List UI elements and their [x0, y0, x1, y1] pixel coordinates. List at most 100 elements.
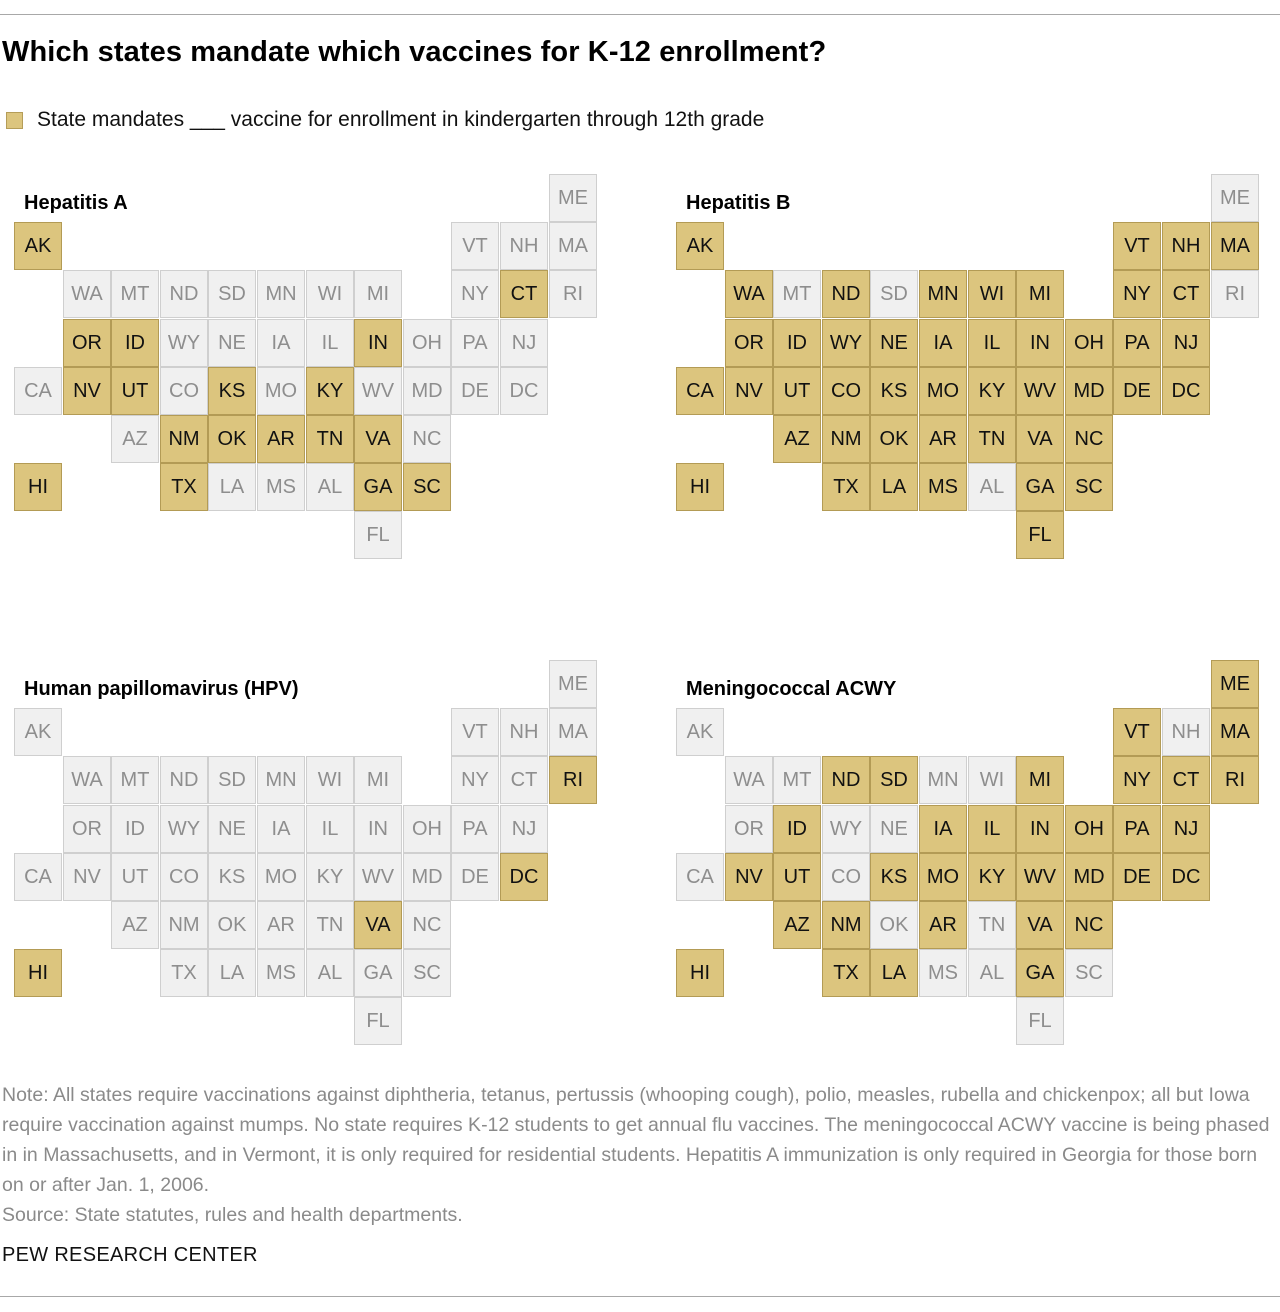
state-tile-va: VA	[1016, 415, 1064, 463]
state-tile-fl: FL	[1016, 997, 1064, 1045]
state-tile-mi: MI	[1016, 756, 1064, 804]
chart-title: Which states mandate which vaccines for …	[2, 36, 827, 68]
state-tile-pa: PA	[451, 805, 499, 853]
state-tile-mt: MT	[773, 756, 821, 804]
state-tile-sd: SD	[208, 756, 256, 804]
state-tile-mo: MO	[257, 853, 305, 901]
state-tile-ok: OK	[870, 901, 918, 949]
state-tile-or: OR	[725, 805, 773, 853]
state-tile-la: LA	[870, 949, 918, 997]
state-tile-ms: MS	[257, 463, 305, 511]
state-tile-ok: OK	[870, 415, 918, 463]
state-tile-ri: RI	[1211, 756, 1259, 804]
state-tile-vt: VT	[1113, 708, 1161, 756]
state-tile-nv: NV	[63, 367, 111, 415]
state-tile-ma: MA	[549, 708, 597, 756]
state-tile-mn: MN	[257, 756, 305, 804]
state-tile-tx: TX	[822, 949, 870, 997]
state-tile-wv: WV	[1016, 853, 1064, 901]
state-tile-nv: NV	[63, 853, 111, 901]
state-tile-oh: OH	[403, 319, 451, 367]
state-tile-wy: WY	[822, 319, 870, 367]
state-tile-nv: NV	[725, 853, 773, 901]
state-tile-ut: UT	[773, 853, 821, 901]
state-tile-de: DE	[451, 367, 499, 415]
state-tile-pa: PA	[1113, 805, 1161, 853]
state-tile-me: ME	[549, 660, 597, 708]
state-tile-in: IN	[1016, 319, 1064, 367]
state-tile-il: IL	[968, 805, 1016, 853]
state-tile-ct: CT	[500, 270, 548, 318]
state-tile-sd: SD	[208, 270, 256, 318]
state-tile-nh: NH	[500, 222, 548, 270]
state-tile-al: AL	[306, 463, 354, 511]
state-tile-in: IN	[354, 319, 402, 367]
state-tile-nh: NH	[1162, 708, 1210, 756]
panel-title: Hepatitis A	[24, 192, 128, 214]
state-tile-sd: SD	[870, 270, 918, 318]
state-tile-nm: NM	[160, 901, 208, 949]
state-tile-va: VA	[354, 415, 402, 463]
state-tile-mi: MI	[354, 756, 402, 804]
state-tile-ar: AR	[919, 901, 967, 949]
state-tile-fl: FL	[354, 997, 402, 1045]
state-tile-ca: CA	[676, 853, 724, 901]
state-tile-ct: CT	[1162, 756, 1210, 804]
state-tile-ne: NE	[870, 319, 918, 367]
state-tile-oh: OH	[1065, 319, 1113, 367]
panel-title: Meningococcal ACWY	[686, 678, 897, 700]
state-tile-nc: NC	[1065, 415, 1113, 463]
panel-hepatitis-b: Hepatitis B ME AK VT NH MA WA MT ND SD MN WI MI NY CT…	[676, 172, 1276, 572]
state-tile-al: AL	[968, 949, 1016, 997]
state-tile-ca: CA	[14, 367, 62, 415]
state-tile-al: AL	[306, 949, 354, 997]
state-tile-mn: MN	[257, 270, 305, 318]
state-tile-ga: GA	[354, 463, 402, 511]
state-tile-md: MD	[1065, 367, 1113, 415]
state-tile-ca: CA	[676, 367, 724, 415]
state-tile-wi: WI	[306, 270, 354, 318]
state-tile-or: OR	[63, 805, 111, 853]
state-tile-al: AL	[968, 463, 1016, 511]
state-tile-ri: RI	[1211, 270, 1259, 318]
state-tile-mi: MI	[1016, 270, 1064, 318]
state-tile-de: DE	[1113, 367, 1161, 415]
state-tile-ny: NY	[1113, 756, 1161, 804]
state-tile-nc: NC	[403, 415, 451, 463]
state-tile-hi: HI	[676, 463, 724, 511]
state-tile-dc: DC	[500, 853, 548, 901]
state-tile-sc: SC	[403, 463, 451, 511]
state-tile-de: DE	[1113, 853, 1161, 901]
state-tile-nv: NV	[725, 367, 773, 415]
state-tile-md: MD	[1065, 853, 1113, 901]
state-tile-ny: NY	[451, 270, 499, 318]
state-tile-nj: NJ	[1162, 805, 1210, 853]
state-tile-dc: DC	[500, 367, 548, 415]
state-tile-ut: UT	[111, 853, 159, 901]
state-tile-ia: IA	[919, 319, 967, 367]
state-tile-ms: MS	[257, 949, 305, 997]
state-tile-mt: MT	[111, 756, 159, 804]
state-tile-la: LA	[870, 463, 918, 511]
state-tile-wy: WY	[822, 805, 870, 853]
state-tile-nd: ND	[160, 270, 208, 318]
state-tile-ms: MS	[919, 463, 967, 511]
state-tile-ma: MA	[549, 222, 597, 270]
state-tile-ky: KY	[968, 853, 1016, 901]
state-tile-ut: UT	[111, 367, 159, 415]
state-tile-nc: NC	[403, 901, 451, 949]
source-text: Source: State statutes, rules and health…	[2, 1204, 463, 1226]
state-tile-wy: WY	[160, 319, 208, 367]
state-tile-ia: IA	[257, 319, 305, 367]
state-tile-co: CO	[160, 853, 208, 901]
state-tile-ia: IA	[919, 805, 967, 853]
state-tile-md: MD	[403, 367, 451, 415]
state-tile-hi: HI	[676, 949, 724, 997]
state-tile-ri: RI	[549, 756, 597, 804]
panel-title: Human papillomavirus (HPV)	[24, 678, 299, 700]
state-tile-ks: KS	[208, 853, 256, 901]
state-tile-dc: DC	[1162, 367, 1210, 415]
state-tile-ks: KS	[870, 853, 918, 901]
state-tile-wv: WV	[1016, 367, 1064, 415]
state-tile-nm: NM	[822, 415, 870, 463]
